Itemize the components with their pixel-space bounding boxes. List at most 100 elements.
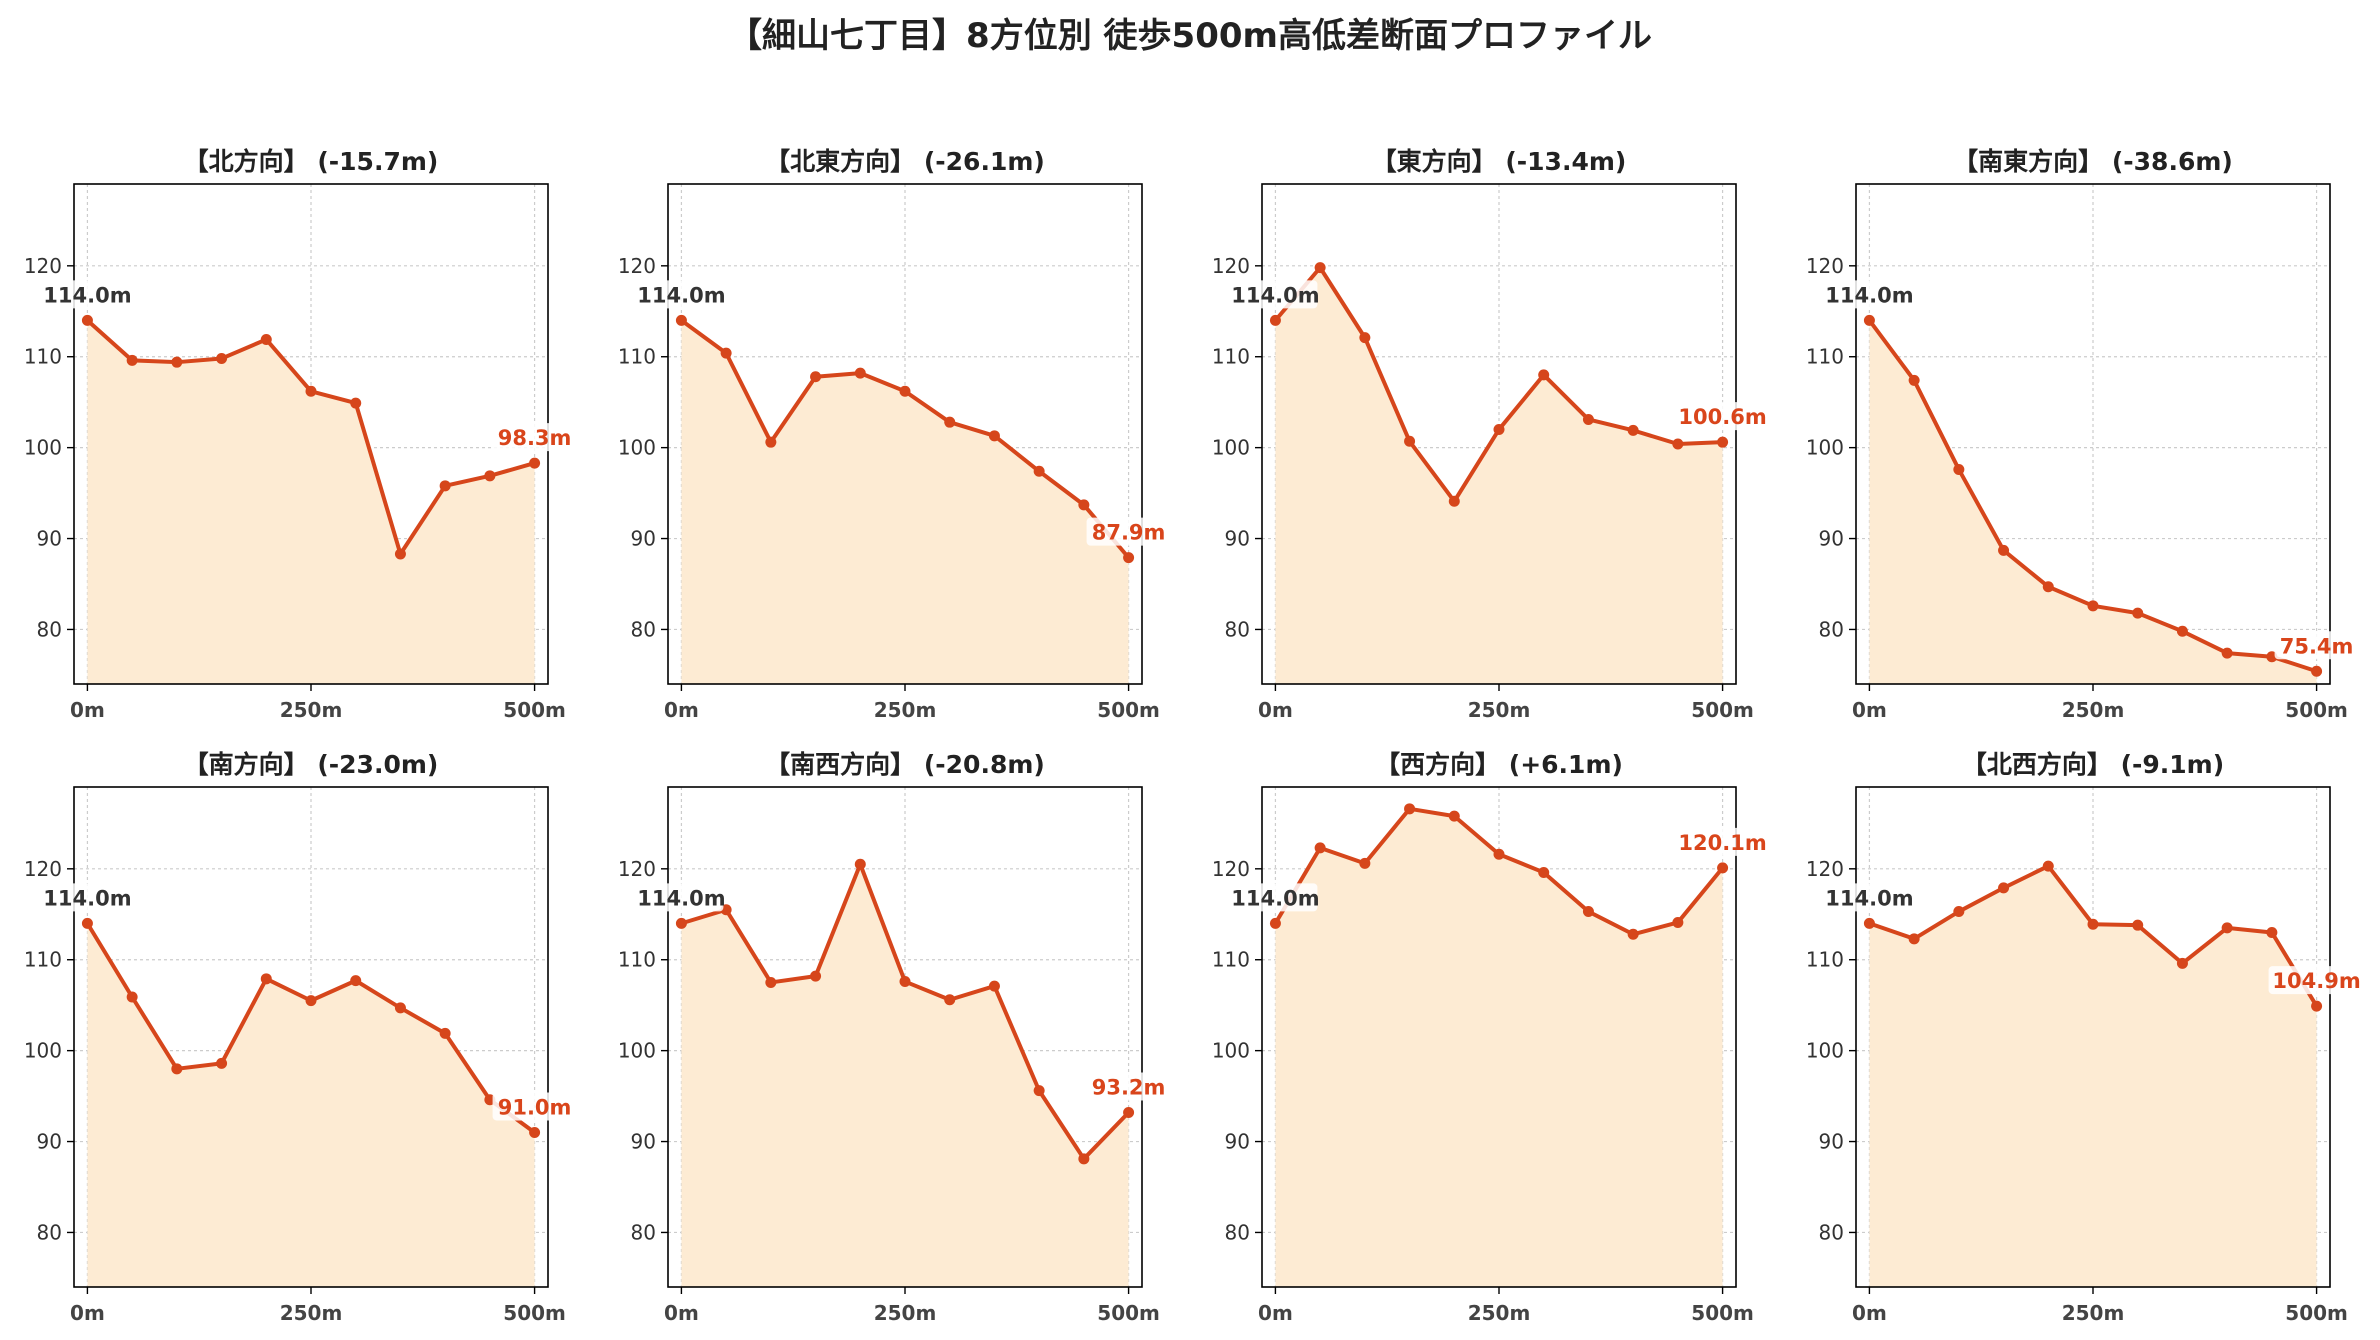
- data-point: [2042, 860, 2054, 872]
- data-point: [2176, 957, 2188, 969]
- data-point: [350, 975, 362, 987]
- data-point: [126, 354, 138, 366]
- end-label-box: [2268, 966, 2365, 995]
- end-label-box: [1086, 517, 1171, 546]
- data-point: [2266, 926, 2278, 938]
- data-point: [1123, 552, 1135, 564]
- start-label-box: [639, 280, 724, 309]
- start-label-box: [1827, 883, 1912, 912]
- data-point: [1998, 882, 2010, 894]
- panel-title: 【北東方向】 (-26.1m): [765, 147, 1045, 176]
- y-tick-label: 90: [37, 527, 62, 551]
- x-tick-label: 500m: [503, 698, 566, 722]
- data-point: [1908, 374, 1920, 386]
- data-point: [1078, 1153, 1090, 1165]
- data-point: [1582, 413, 1594, 425]
- data-point: [81, 917, 93, 929]
- end-value-label: 91.0m: [498, 1095, 572, 1119]
- x-tick-label: 0m: [1852, 698, 1887, 722]
- y-tick-label: 90: [1819, 1130, 1844, 1154]
- end-label-box: [492, 423, 577, 452]
- elevation-area: [681, 320, 1129, 684]
- y-tick-label: 100: [1212, 1039, 1250, 1063]
- y-tick-label: 80: [1225, 1220, 1250, 1244]
- start-value-label: 114.0m: [1231, 886, 1319, 910]
- panel-title: 【南東方向】 (-38.6m): [1953, 147, 2233, 176]
- y-tick-label: 80: [37, 617, 62, 641]
- end-label-box: [492, 1092, 577, 1121]
- start-label-box: [45, 883, 130, 912]
- data-point: [126, 991, 138, 1003]
- y-tick-label: 100: [1806, 1039, 1844, 1063]
- data-point: [529, 457, 541, 469]
- data-point: [1033, 1085, 1045, 1097]
- profile-chart-5: 【南西方向】 (-20.8m) 80 90 100 110 120 0m 250m 500m 11…: [618, 750, 1171, 1325]
- data-point: [2311, 1000, 2323, 1012]
- x-tick-label: 0m: [1258, 1301, 1293, 1325]
- end-label-box: [2274, 631, 2359, 660]
- y-tick-label: 90: [37, 1130, 62, 1154]
- start-label-box: [639, 883, 724, 912]
- x-tick-label: 500m: [1691, 1301, 1754, 1325]
- data-point: [944, 994, 956, 1006]
- data-point: [1359, 332, 1371, 344]
- start-label-box: [1827, 280, 1912, 309]
- y-tick-label: 80: [631, 1220, 656, 1244]
- panel-title: 【東方向】 (-13.4m): [1372, 147, 1627, 176]
- data-point: [1359, 857, 1371, 869]
- end-label-box: [1674, 402, 1771, 431]
- data-point: [260, 333, 272, 345]
- end-value-label: 120.1m: [1678, 831, 1766, 855]
- profile-chart-4: 【南方向】 (-23.0m) 80 90 100 110 120 0m 250m 500m 114…: [24, 750, 577, 1325]
- elevation-area: [87, 923, 535, 1287]
- x-tick-label: 250m: [2062, 1301, 2125, 1325]
- start-value-label: 114.0m: [637, 886, 725, 910]
- data-point: [1404, 435, 1416, 447]
- data-point: [305, 385, 317, 397]
- x-tick-label: 500m: [1691, 698, 1754, 722]
- data-point: [439, 480, 451, 492]
- data-point: [171, 1063, 183, 1075]
- y-tick-label: 90: [631, 1130, 656, 1154]
- y-tick-label: 120: [24, 254, 62, 278]
- profile-chart-0: 【北方向】 (-15.7m) 80 90 100 110 120 0m 250m 500m 114…: [24, 147, 577, 722]
- data-point: [1269, 917, 1281, 929]
- y-tick-label: 110: [1806, 948, 1844, 972]
- y-tick-label: 110: [1212, 345, 1250, 369]
- data-point: [2087, 918, 2099, 930]
- end-value-label: 104.9m: [2272, 969, 2360, 993]
- y-tick-label: 120: [1806, 254, 1844, 278]
- end-value-label: 75.4m: [2280, 634, 2354, 658]
- elevation-area: [1275, 808, 1723, 1287]
- x-tick-label: 250m: [2062, 698, 2125, 722]
- x-tick-label: 250m: [1468, 1301, 1531, 1325]
- y-tick-label: 80: [37, 1220, 62, 1244]
- y-tick-label: 90: [1225, 527, 1250, 551]
- data-point: [810, 371, 822, 383]
- elevation-area: [87, 320, 535, 684]
- data-point: [1033, 465, 1045, 477]
- x-tick-label: 500m: [1097, 1301, 1160, 1325]
- data-point: [2132, 919, 2144, 931]
- y-tick-label: 100: [1806, 436, 1844, 460]
- y-tick-label: 120: [1212, 254, 1250, 278]
- data-point: [1404, 803, 1416, 815]
- data-point: [1314, 842, 1326, 854]
- data-point: [1717, 436, 1729, 448]
- panel-title: 【西方向】 (+6.1m): [1375, 750, 1623, 779]
- data-point: [765, 976, 777, 988]
- y-tick-label: 120: [618, 254, 656, 278]
- x-tick-label: 250m: [874, 1301, 937, 1325]
- y-tick-label: 90: [1225, 1130, 1250, 1154]
- y-tick-label: 110: [618, 948, 656, 972]
- data-point: [2221, 922, 2233, 934]
- data-point: [1493, 848, 1505, 860]
- y-tick-label: 110: [24, 948, 62, 972]
- x-tick-label: 0m: [664, 1301, 699, 1325]
- end-value-label: 87.9m: [1092, 521, 1166, 545]
- y-tick-label: 100: [618, 436, 656, 460]
- y-tick-label: 100: [1212, 436, 1250, 460]
- y-tick-label: 100: [24, 436, 62, 460]
- data-point: [1314, 262, 1326, 274]
